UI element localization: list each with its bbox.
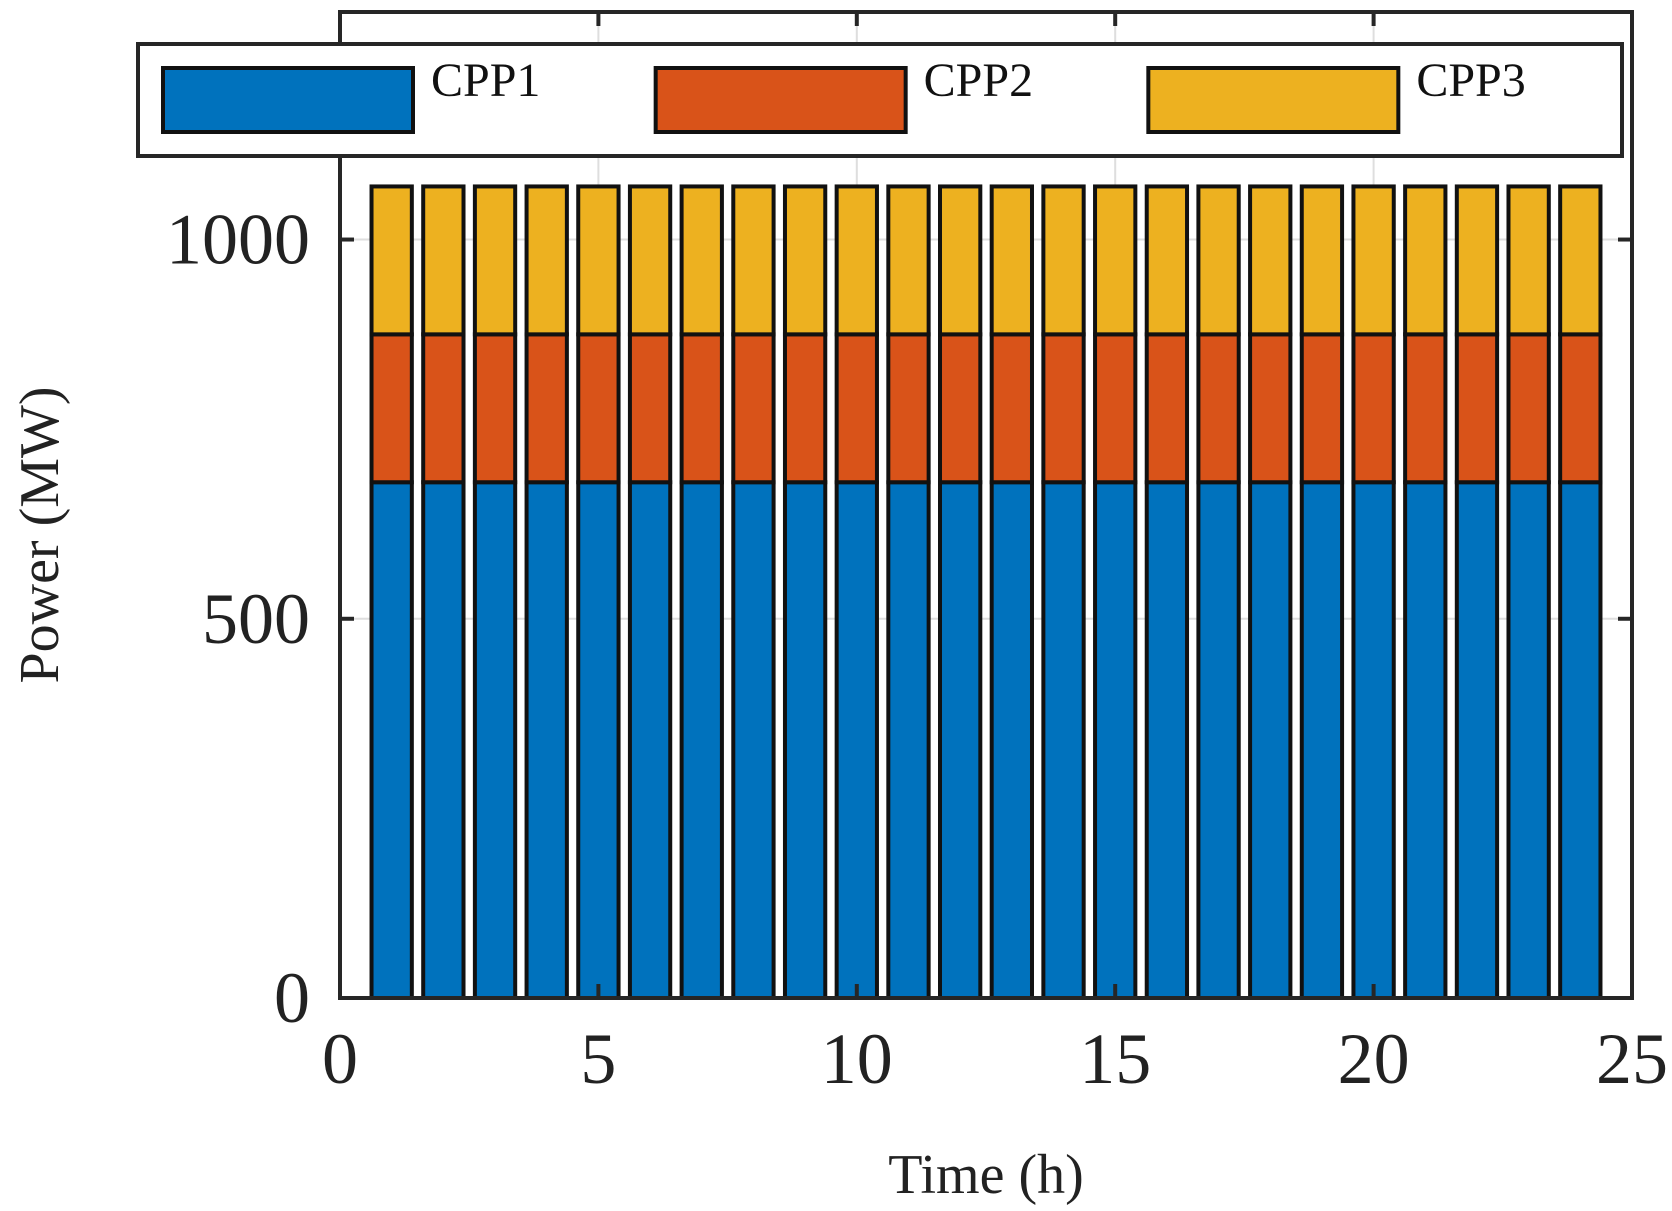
bar-cpp2-22	[1454, 332, 1500, 485]
y-tick-label: 500	[202, 579, 310, 659]
bar-cpp1-19	[1299, 480, 1345, 1000]
bar-cpp3-21	[1403, 184, 1448, 337]
bar-cpp3-6	[627, 184, 673, 337]
axes-box	[338, 10, 1634, 1000]
bar-cpp3-10	[834, 184, 879, 337]
bar-cpp1-18	[1248, 480, 1293, 1000]
x-axis-label: Time (h)	[888, 1144, 1084, 1206]
bar-cpp1-4	[524, 480, 569, 1000]
legend: CPP1 CPP2 CPP3	[136, 42, 1624, 158]
bar-cpp2-7	[679, 332, 724, 485]
bar-cpp1-5	[576, 480, 621, 1000]
legend-swatch-cpp2	[653, 66, 908, 134]
bar-cpp1-1	[369, 480, 414, 1000]
bar-cpp3-15	[1093, 184, 1138, 337]
bar-cpp2-6	[627, 332, 673, 485]
bar-cpp3-2	[421, 184, 466, 337]
x-tick-label: 5	[580, 1019, 616, 1099]
bar-cpp1-10	[834, 480, 879, 1000]
y-axis-label: Power (MW)	[9, 386, 71, 683]
bar-cpp3-13	[989, 184, 1034, 337]
bars	[369, 184, 1603, 1000]
bar-cpp1-2	[421, 480, 466, 1000]
x-tick-label: 10	[821, 1019, 893, 1099]
bar-cpp3-16	[1144, 184, 1190, 337]
legend-swatch-cpp1	[161, 66, 415, 134]
bar-cpp2-5	[576, 332, 621, 485]
x-tick-label: 15	[1079, 1019, 1151, 1099]
bar-cpp1-12	[938, 480, 983, 1000]
y-tick-label: 0	[274, 958, 310, 1038]
legend-label-cpp3: CPP3	[1416, 54, 1525, 107]
bar-cpp1-9	[782, 480, 828, 1000]
bar-cpp3-23	[1506, 184, 1551, 337]
bar-cpp1-16	[1144, 480, 1190, 1000]
bar-cpp1-20	[1351, 480, 1396, 1000]
bar-cpp3-7	[679, 184, 724, 337]
bar-cpp3-5	[576, 184, 621, 337]
bar-cpp2-3	[472, 332, 518, 485]
bar-cpp2-9	[782, 332, 828, 485]
bar-cpp1-14	[1041, 480, 1086, 1000]
legend-label-cpp2: CPP2	[924, 54, 1033, 107]
x-tick-label: 25	[1596, 1019, 1668, 1099]
bar-cpp3-18	[1248, 184, 1293, 337]
bar-cpp1-15	[1093, 480, 1138, 1000]
bar-cpp2-13	[989, 332, 1034, 485]
bar-cpp1-3	[472, 480, 518, 1000]
bar-cpp2-20	[1351, 332, 1396, 485]
bar-cpp1-21	[1403, 480, 1448, 1000]
bar-cpp1-8	[731, 480, 776, 1000]
bar-cpp3-4	[524, 184, 569, 337]
bar-cpp3-11	[886, 184, 931, 337]
bar-cpp2-17	[1196, 332, 1241, 485]
bar-cpp3-17	[1196, 184, 1241, 337]
bar-cpp1-24	[1558, 480, 1603, 1000]
x-tick-label: 20	[1338, 1019, 1410, 1099]
bar-cpp2-18	[1248, 332, 1293, 485]
x-tick-label: 0	[322, 1019, 358, 1099]
bar-cpp2-10	[834, 332, 879, 485]
bar-cpp2-23	[1506, 332, 1551, 485]
bar-cpp3-8	[731, 184, 776, 337]
bar-cpp3-9	[782, 184, 828, 337]
bar-cpp1-6	[627, 480, 673, 1000]
axes	[338, 10, 1634, 1000]
bar-cpp3-24	[1558, 184, 1603, 337]
bar-cpp2-2	[421, 332, 466, 485]
y-tick-label: 1000	[166, 200, 310, 280]
bar-cpp1-7	[679, 480, 724, 1000]
bar-cpp2-14	[1041, 332, 1086, 485]
bar-cpp3-20	[1351, 184, 1396, 337]
bar-cpp3-3	[472, 184, 518, 337]
bar-cpp3-12	[938, 184, 983, 337]
bar-cpp2-11	[886, 332, 931, 485]
bar-cpp3-1	[369, 184, 414, 337]
bar-cpp2-15	[1093, 332, 1138, 485]
legend-label-cpp1: CPP1	[431, 54, 540, 107]
bar-cpp2-24	[1558, 332, 1603, 485]
bar-cpp1-17	[1196, 480, 1241, 1000]
bar-cpp2-1	[369, 332, 414, 485]
bar-cpp2-16	[1144, 332, 1190, 485]
bar-cpp2-12	[938, 332, 983, 485]
bar-cpp3-14	[1041, 184, 1086, 337]
bar-cpp2-8	[731, 332, 776, 485]
bar-cpp2-19	[1299, 332, 1345, 485]
bar-cpp3-22	[1454, 184, 1500, 337]
bar-cpp1-11	[886, 480, 931, 1000]
tick-labels: 0 5 10 15 20 25 0 500 1000	[166, 200, 1668, 1099]
bar-cpp1-13	[989, 480, 1034, 1000]
bar-cpp1-22	[1454, 480, 1500, 1000]
bar-cpp2-4	[524, 332, 569, 485]
bar-cpp3-19	[1299, 184, 1345, 337]
bar-cpp1-23	[1506, 480, 1551, 1000]
legend-swatch-cpp3	[1146, 66, 1401, 134]
bar-cpp2-21	[1403, 332, 1448, 485]
